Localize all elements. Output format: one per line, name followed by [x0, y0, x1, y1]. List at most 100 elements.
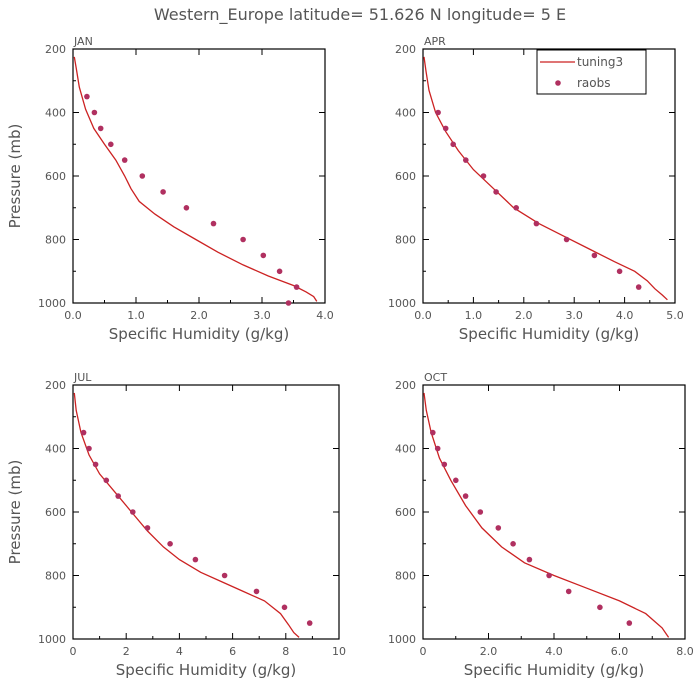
plot-frame-jan: [72, 48, 326, 304]
raobs-point-apr-9: [591, 252, 598, 259]
y-tick-label-apr-1: 400: [395, 107, 416, 120]
raobs-point-apr-2: [450, 141, 457, 148]
raobs-point-apr-3: [463, 157, 469, 163]
raobs-point-apr-1: [442, 125, 449, 132]
raobs-point-apr-10: [616, 268, 623, 275]
y-tick-label-oct-3: 800: [395, 570, 416, 583]
y-tick-label-jul-4: 1000: [38, 633, 66, 646]
panel-oct: OCT 0 2.0 4.0 6.0 8.0 200 400 600 800 1000 Specific…: [388, 371, 694, 679]
x-tick-label-apr-4: 4.0: [616, 309, 634, 322]
raobs-point-jan-7: [183, 205, 190, 211]
x-tick-label-jan-3: 3.0: [253, 309, 271, 322]
legend-box: [536, 49, 647, 95]
x-tick-label-apr-1: 1.0: [465, 309, 483, 322]
x-tick-label-oct-0: 0: [420, 645, 427, 658]
raobs-point-jan-11: [276, 268, 283, 275]
raobs-point-oct-10: [565, 588, 572, 595]
y-tick-label-jul-2: 600: [45, 506, 66, 519]
raobs-point-oct-12: [626, 620, 633, 626]
raobs-point-jul-0: [80, 429, 87, 436]
x-tick-label-jul-1: 2: [123, 645, 130, 658]
raobs-point-jan-5: [139, 173, 146, 179]
raobs-point-apr-0: [435, 109, 441, 116]
series-line-oct-tuning3: [423, 392, 670, 638]
x-axis-label-apr: Specific Humidity (g/kg): [459, 325, 639, 343]
raobs-point-jul-1: [86, 445, 92, 452]
raobs-point-jan-10: [260, 252, 267, 259]
raobs-point-jul-12: [306, 620, 313, 626]
legend-dot-swatch: [555, 80, 561, 86]
raobs-point-oct-9: [546, 572, 552, 579]
x-tick-label-jul-3: 6: [229, 645, 236, 658]
panel-title-oct: OCT: [424, 371, 447, 384]
raobs-point-jul-9: [221, 572, 228, 579]
raobs-point-jan-1: [91, 109, 98, 116]
x-tick-label-jan-2: 2.0: [190, 309, 208, 322]
raobs-point-jan-6: [160, 189, 166, 195]
x-tick-label-oct-3: 6.0: [611, 645, 629, 658]
raobs-point-oct-2: [441, 461, 448, 468]
x-tick-label-apr-5: 5.0: [666, 309, 684, 322]
x-axis-label-jan: Specific Humidity (g/kg): [109, 325, 289, 343]
y-tick-label-apr-4: 1000: [388, 297, 416, 310]
series-line-jul-tuning3: [73, 392, 300, 638]
y-tick-label-apr-2: 600: [395, 170, 416, 183]
raobs-point-oct-3: [453, 477, 459, 484]
y-tick-label-jul-0: 200: [45, 379, 66, 392]
x-tick-label-jul-0: 0: [70, 645, 77, 658]
y-axis-label-jan: Pressure (mb): [6, 124, 24, 229]
raobs-point-oct-0: [430, 429, 436, 436]
y-tick-label-jan-4: 1000: [38, 297, 66, 310]
raobs-point-jan-12: [293, 284, 300, 290]
y-tick-label-jul-1: 400: [45, 443, 66, 456]
y-tick-label-oct-4: 1000: [388, 633, 416, 646]
raobs-point-jan-13: [285, 300, 292, 306]
raobs-point-jul-4: [115, 493, 121, 499]
panel-title-jan: JAN: [73, 35, 93, 48]
raobs-point-oct-1: [434, 445, 441, 452]
x-tick-label-jan-4: 4.0: [316, 309, 334, 322]
series-line-apr-tuning3: [423, 56, 668, 301]
raobs-point-apr-7: [533, 220, 540, 227]
raobs-point-jan-9: [240, 236, 246, 243]
x-tick-label-jan-1: 1.0: [127, 309, 145, 322]
panel-jan: JAN 0.0 1.0 2.0 3.0 4.0 200 400 600 800 1000 Specif…: [6, 35, 334, 343]
raobs-point-apr-4: [480, 173, 487, 179]
x-tick-label-jul-2: 4: [176, 645, 183, 658]
raobs-point-apr-5: [493, 189, 499, 195]
raobs-point-jan-4: [121, 157, 128, 163]
raobs-point-oct-7: [510, 541, 516, 547]
figure-title: Western_Europe latitude= 51.626 N longit…: [154, 5, 566, 25]
raobs-point-oct-8: [526, 556, 533, 563]
raobs-point-jul-10: [253, 588, 260, 595]
raobs-point-oct-11: [597, 604, 603, 611]
raobs-point-jan-0: [84, 93, 90, 100]
x-tick-label-oct-1: 2.0: [480, 645, 498, 658]
panel-title-jul: JUL: [73, 371, 92, 384]
plot-frame-jul: [72, 384, 340, 640]
y-tick-label-jul-3: 800: [45, 570, 66, 583]
raobs-point-apr-8: [563, 236, 570, 243]
x-tick-label-jul-4: 8: [282, 645, 289, 658]
x-axis-label-jul: Specific Humidity (g/kg): [116, 661, 296, 679]
raobs-point-jan-3: [108, 141, 114, 148]
x-tick-label-jul-5: 10: [332, 645, 346, 658]
y-tick-label-jan-2: 600: [45, 170, 66, 183]
raobs-point-oct-4: [462, 493, 469, 499]
raobs-point-oct-6: [495, 525, 502, 531]
y-tick-label-jan-3: 800: [45, 234, 66, 247]
y-tick-label-oct-1: 400: [395, 443, 416, 456]
legend-label-tuning3: tuning3: [577, 55, 623, 69]
raobs-point-apr-6: [513, 205, 519, 211]
y-axis-label-jul: Pressure (mb): [6, 460, 24, 565]
series-line-jan-tuning3: [73, 56, 318, 302]
raobs-point-apr-11: [635, 284, 642, 290]
raobs-point-oct-5: [477, 509, 484, 515]
y-tick-label-apr-3: 800: [395, 234, 416, 247]
plot-frame-oct: [422, 384, 686, 640]
y-tick-label-oct-2: 600: [395, 506, 416, 519]
raobs-point-jul-11: [281, 604, 288, 611]
x-tick-label-apr-2: 2.0: [515, 309, 533, 322]
